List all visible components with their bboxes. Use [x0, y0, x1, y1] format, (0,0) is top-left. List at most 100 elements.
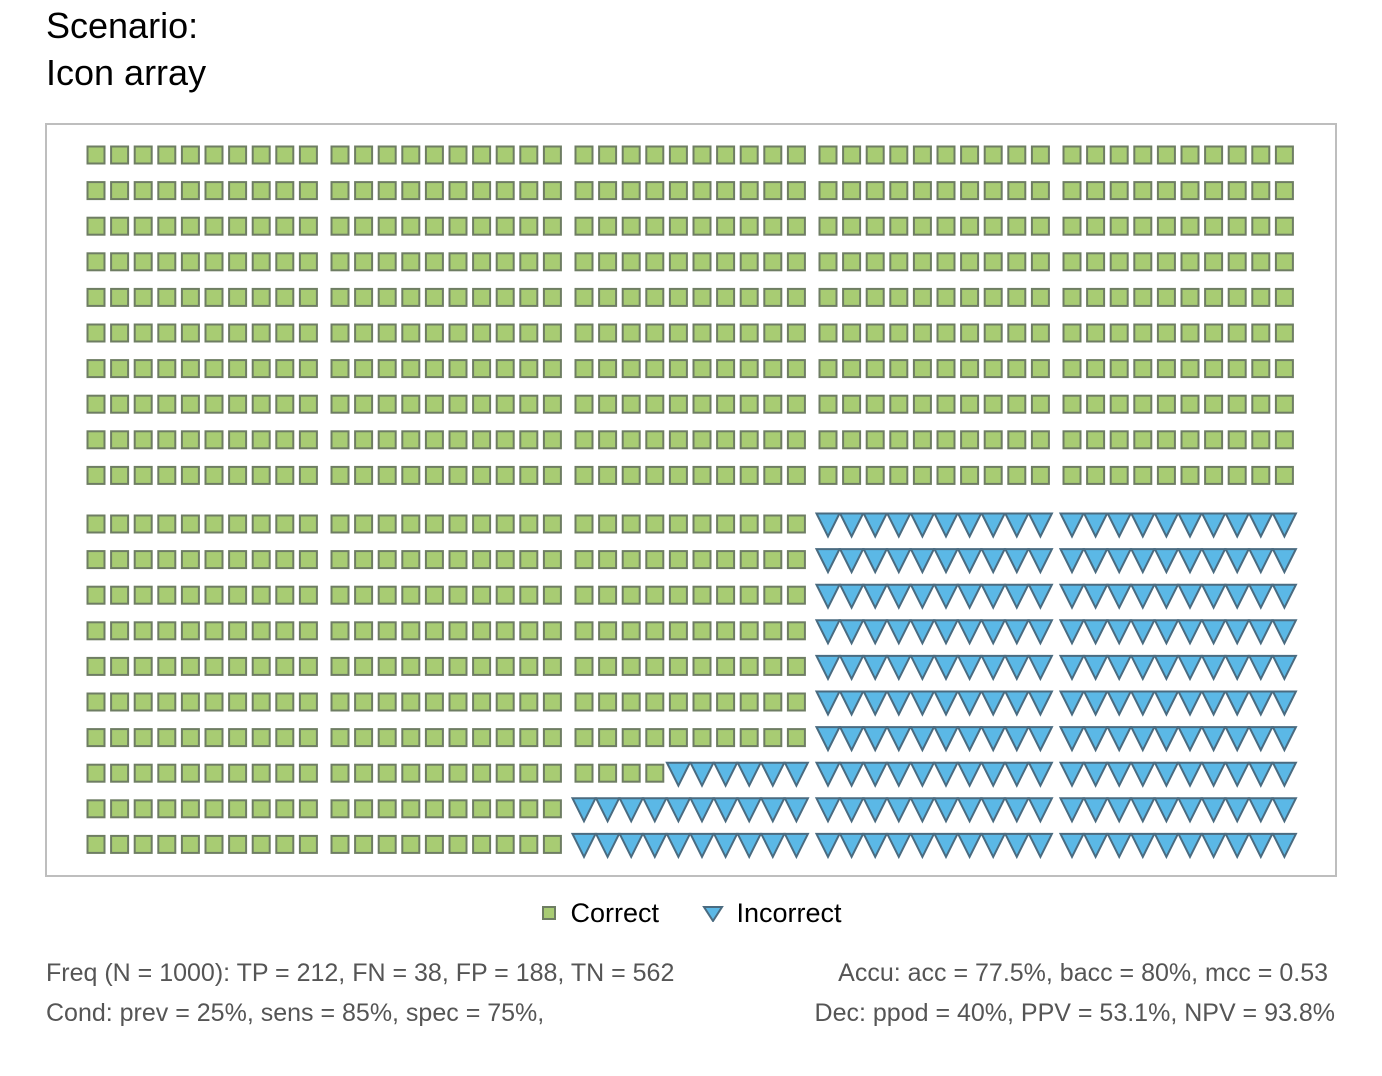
correct-square-icon — [448, 799, 468, 819]
incorrect-triangle-icon — [1003, 512, 1030, 539]
correct-square-icon — [110, 181, 130, 201]
correct-square-icon — [818, 465, 838, 485]
correct-square-icon — [692, 656, 712, 676]
correct-square-icon — [330, 323, 350, 343]
correct-square-icon — [668, 287, 688, 307]
incorrect-triangle-icon — [1224, 619, 1251, 646]
correct-square-icon — [495, 181, 515, 201]
correct-square-icon — [377, 728, 397, 748]
correct-square-icon — [1062, 252, 1082, 272]
correct-square-icon — [621, 323, 641, 343]
correct-square-icon — [110, 252, 130, 272]
correct-square-icon — [598, 145, 618, 165]
correct-square-icon — [472, 181, 492, 201]
correct-square-icon — [133, 550, 153, 570]
correct-square-icon — [157, 656, 177, 676]
correct-square-icon — [448, 585, 468, 605]
incorrect-triangle-icon — [1058, 548, 1086, 575]
incorrect-triangle-icon — [1271, 761, 1298, 788]
correct-square-icon — [401, 763, 421, 783]
correct-square-icon — [377, 287, 397, 307]
correct-square-icon — [204, 359, 224, 379]
correct-square-icon — [519, 514, 539, 534]
incorrect-triangle-icon — [885, 654, 912, 682]
correct-square-icon — [251, 181, 271, 201]
incorrect-triangle-icon — [1027, 726, 1054, 753]
correct-square-icon — [133, 359, 153, 379]
correct-square-icon — [983, 181, 1003, 201]
correct-square-icon — [86, 728, 106, 748]
correct-square-icon — [716, 692, 736, 712]
correct-square-icon — [786, 585, 806, 605]
correct-square-icon — [692, 323, 712, 343]
correct-square-icon — [275, 181, 295, 201]
correct-square-icon — [133, 430, 153, 450]
correct-square-icon — [228, 621, 248, 641]
correct-square-icon — [621, 514, 641, 534]
incorrect-triangle-icon — [814, 512, 842, 539]
correct-square-icon — [1030, 181, 1050, 201]
correct-square-icon — [645, 763, 665, 783]
correct-square-icon — [228, 550, 248, 570]
correct-square-icon — [1274, 430, 1294, 450]
correct-square-icon — [542, 359, 562, 379]
incorrect-triangle-icon — [838, 619, 865, 646]
incorrect-triangle-icon — [1003, 761, 1030, 788]
correct-square-icon — [298, 834, 318, 854]
correct-square-icon — [180, 323, 200, 343]
correct-square-icon — [298, 465, 318, 485]
correct-square-icon — [1180, 181, 1200, 201]
incorrect-triangle-icon — [956, 761, 983, 788]
correct-square-icon — [298, 692, 318, 712]
correct-square-icon — [865, 145, 885, 165]
correct-square-icon — [912, 181, 932, 201]
correct-square-icon — [228, 359, 248, 379]
correct-square-icon — [298, 799, 318, 819]
correct-square-icon — [110, 514, 130, 534]
correct-square-icon — [472, 323, 492, 343]
incorrect-triangle-icon — [618, 832, 645, 860]
correct-square-icon — [1109, 394, 1129, 414]
incorrect-triangle-icon — [1271, 832, 1298, 860]
correct-square-icon — [865, 394, 885, 414]
correct-square-icon — [1274, 359, 1294, 379]
correct-square-icon — [786, 323, 806, 343]
incorrect-triangle-icon — [909, 832, 936, 860]
incorrect-triangle-icon — [570, 832, 598, 860]
correct-square-icon — [448, 728, 468, 748]
correct-square-icon — [180, 394, 200, 414]
correct-square-icon — [668, 359, 688, 379]
correct-square-icon — [228, 181, 248, 201]
incorrect-triangle-icon — [1176, 797, 1204, 824]
icon-group — [86, 145, 1298, 860]
correct-square-icon — [1109, 323, 1129, 343]
correct-square-icon — [519, 763, 539, 783]
incorrect-triangle-icon — [1003, 797, 1030, 824]
correct-square-icon — [842, 359, 862, 379]
correct-square-icon — [621, 216, 641, 236]
correct-square-icon — [1007, 252, 1027, 272]
correct-square-icon — [86, 216, 106, 236]
incorrect-triangle-icon — [1224, 583, 1251, 610]
incorrect-triangle-icon — [1106, 761, 1133, 788]
correct-square-icon — [960, 181, 980, 201]
correct-square-icon — [251, 692, 271, 712]
correct-square-icon — [1204, 323, 1224, 343]
correct-square-icon — [1156, 465, 1176, 485]
correct-square-icon — [574, 430, 594, 450]
correct-square-icon — [251, 728, 271, 748]
correct-square-icon — [275, 728, 295, 748]
correct-square-icon — [86, 465, 106, 485]
correct-square-icon — [495, 621, 515, 641]
correct-square-icon — [110, 323, 130, 343]
correct-square-icon — [110, 287, 130, 307]
incorrect-triangle-icon — [1176, 832, 1204, 860]
incorrect-triangle-icon — [1247, 583, 1274, 610]
correct-square-icon — [1062, 465, 1082, 485]
correct-square-icon — [542, 287, 562, 307]
correct-square-icon — [692, 514, 712, 534]
correct-square-icon — [519, 287, 539, 307]
correct-square-icon — [865, 359, 885, 379]
correct-square-icon — [354, 323, 374, 343]
correct-square-icon — [574, 394, 594, 414]
